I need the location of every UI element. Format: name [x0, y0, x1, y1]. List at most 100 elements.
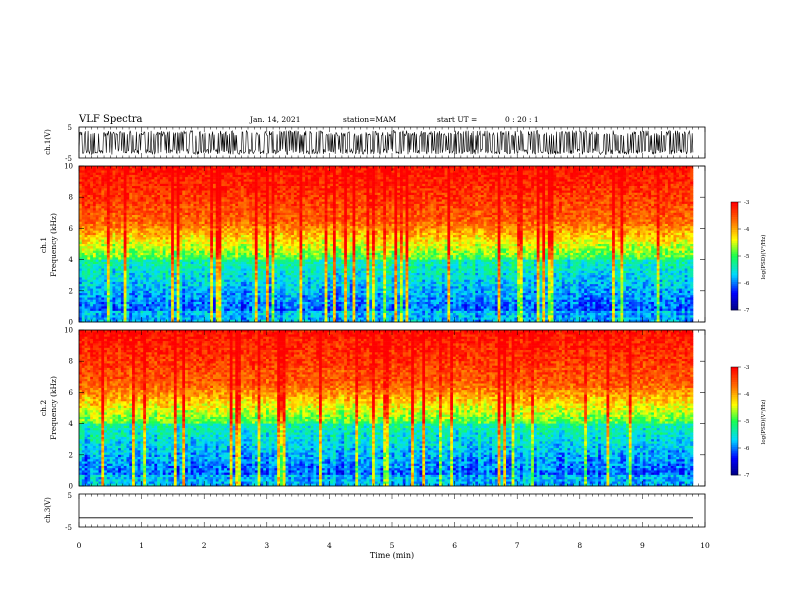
spectrogram-cell	[509, 173, 512, 176]
spectrogram-cell	[126, 173, 129, 176]
spectrogram-cell	[344, 177, 347, 180]
spectrogram-cell	[372, 204, 375, 207]
spectrogram-cell	[481, 215, 484, 218]
spectrogram-cell	[224, 202, 227, 205]
spectrogram-cell	[260, 195, 263, 198]
spectrogram-cell	[299, 193, 302, 196]
spectrogram-cell	[397, 202, 400, 205]
spectrogram-cell	[559, 213, 562, 216]
spectrogram-cell	[341, 168, 344, 171]
spectrogram-cell	[665, 208, 668, 211]
spectrogram-cell	[313, 204, 316, 207]
spectrogram-cell	[553, 188, 556, 191]
spectrogram-cell	[163, 199, 166, 202]
spectrogram-cell	[272, 188, 275, 191]
spectrogram-cell	[341, 173, 344, 176]
spectrogram-cell	[445, 215, 448, 218]
spectrogram-cell	[573, 170, 576, 173]
spectrogram-cell	[188, 199, 191, 202]
spectrogram-cell	[372, 168, 375, 171]
spectrogram-cell	[453, 186, 456, 189]
spectrogram-cell	[244, 188, 247, 191]
spectrogram-cell	[422, 197, 425, 200]
spectrogram-cell	[246, 175, 249, 178]
spectrogram-cell	[238, 179, 241, 182]
spectrogram-cell	[559, 184, 562, 187]
spectrogram-cell	[177, 206, 180, 209]
spectrogram-cell	[241, 182, 244, 185]
spectrogram-cell	[461, 208, 464, 211]
spectrogram-cell	[687, 193, 690, 196]
spectrogram-cell	[330, 215, 333, 218]
spectrogram-cell	[389, 204, 392, 207]
spectrogram-cell	[205, 188, 208, 191]
spectrogram-cell	[662, 195, 665, 198]
spectrogram-cell	[447, 184, 450, 187]
spectrogram-cell	[629, 177, 632, 180]
spectrogram-cell	[244, 182, 247, 185]
spectrogram-cell	[266, 177, 269, 180]
spectrogram-cell	[118, 186, 121, 189]
spectrogram-cell	[447, 182, 450, 185]
spectrogram-cell	[587, 168, 590, 171]
spectrogram-cell	[634, 211, 637, 214]
spectrogram-cell	[380, 191, 383, 194]
spectrogram-cell	[221, 188, 224, 191]
spectrogram-cell	[138, 211, 141, 214]
spectrogram-cell	[241, 197, 244, 200]
spectrogram-cell	[233, 186, 236, 189]
spectrogram-cell	[392, 215, 395, 218]
spectrogram-cell	[355, 197, 358, 200]
spectrogram-cell	[690, 213, 693, 216]
spectrogram-cell	[196, 173, 199, 176]
spectrogram-cell	[467, 177, 470, 180]
spectrogram-cell	[233, 173, 236, 176]
spectrogram-cell	[671, 213, 674, 216]
spectrogram-cell	[168, 186, 171, 189]
spectrogram-cell	[110, 168, 113, 171]
spectrogram-cell	[648, 175, 651, 178]
spectrogram-cell	[118, 213, 121, 216]
spectrogram-cell	[640, 204, 643, 207]
spectrogram-cell	[425, 197, 428, 200]
spectrogram-cell	[179, 179, 182, 182]
spectrogram-cell	[96, 175, 99, 178]
spectrogram-cell	[445, 213, 448, 216]
spectrogram-cell	[85, 211, 88, 214]
spectrogram-cell	[495, 177, 498, 180]
spectrogram-cell	[665, 191, 668, 194]
spectrogram-cell	[587, 184, 590, 187]
spectrogram-cell	[609, 204, 612, 207]
spectrogram-cell	[138, 188, 141, 191]
spectrogram-cell	[341, 208, 344, 211]
spectrogram-cell	[188, 188, 191, 191]
spectrogram-cell	[439, 182, 442, 185]
spectrogram-cell	[562, 193, 565, 196]
spectrogram-cell	[291, 173, 294, 176]
spectrogram-cell	[386, 170, 389, 173]
spectrogram-cell	[526, 188, 529, 191]
spectrogram-cell	[512, 206, 515, 209]
spectrogram-cell	[640, 175, 643, 178]
spectrogram-cell	[266, 168, 269, 171]
spectrogram-cell	[632, 188, 635, 191]
spectrogram-cell	[154, 179, 157, 182]
spectrogram-cell	[654, 208, 657, 211]
spectrogram-cell	[570, 202, 573, 205]
spectrogram-cell	[246, 168, 249, 171]
spectrogram-cell	[629, 193, 632, 196]
spectrogram-cell	[419, 202, 422, 205]
spectrogram-cell	[96, 186, 99, 189]
spectrogram-cell	[556, 182, 559, 185]
spectrogram-cell	[160, 188, 163, 191]
spectrogram-cell	[347, 208, 350, 211]
spectrogram-cell	[154, 202, 157, 205]
spectrogram-cell	[595, 195, 598, 198]
spectrogram-cell	[414, 197, 417, 200]
spectrogram-cell	[397, 188, 400, 191]
spectrogram-cell	[436, 193, 439, 196]
spectrogram-cell	[671, 206, 674, 209]
spectrogram-cell	[82, 208, 85, 211]
spectrogram-cell	[330, 168, 333, 171]
spectrogram-cell	[626, 195, 629, 198]
